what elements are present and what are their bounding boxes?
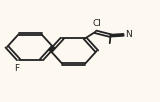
Text: F: F [14,64,20,73]
Text: N: N [126,30,132,39]
Text: Cl: Cl [92,19,101,28]
